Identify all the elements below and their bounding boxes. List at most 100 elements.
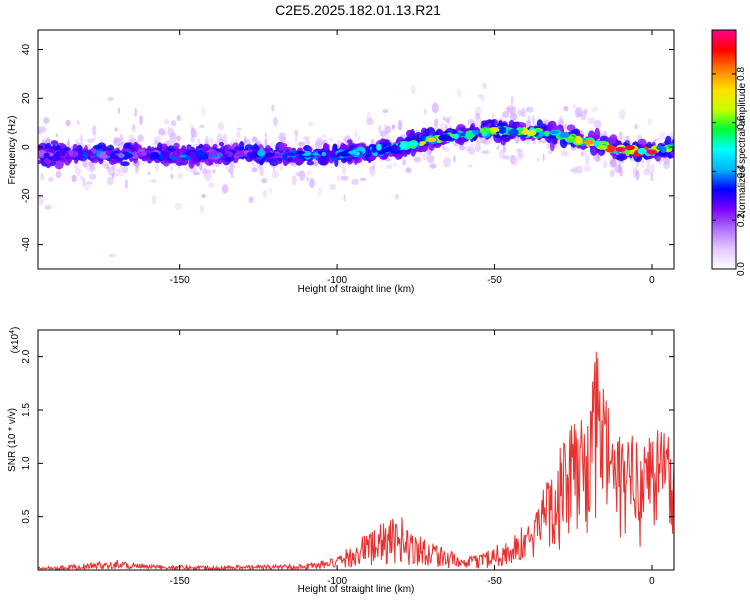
x-tick-label: -100 [327,275,347,286]
spectral-noise-blob [474,143,482,153]
spectral-ridge-blob [159,154,165,160]
spectral-noise-blob [223,134,228,143]
spectral-band-blob [212,143,218,150]
spectral-noise-blob [127,134,135,139]
spectral-noise-blob [402,159,407,166]
spectral-noise-blob [269,188,272,194]
spectral-noise-blob [86,138,95,144]
spectral-band-blob [615,154,621,161]
spectral-noise-blob [55,170,62,179]
spectral-ridge-blob [391,144,398,152]
colorbar-label: Normalized spectral amplitude [737,82,748,217]
spectral-noise-blob [669,131,674,137]
spectral-noise-blob [410,84,416,95]
spectral-noise-blob [329,183,337,191]
spectral-ridge-blob [538,130,545,137]
spectral-ridge-blob [575,136,583,144]
spectral-noise-blob [199,205,204,214]
spectral-noise-blob [532,114,535,125]
spectral-noise-blob [405,167,412,174]
spectral-ridge-blob [149,151,160,160]
spectral-noise-blob [477,140,481,144]
spectral-noise-blob [546,143,549,149]
spectral-noise-blob [469,143,476,149]
spectral-noise-blob [509,113,518,121]
spectral-noise-blob [537,157,540,162]
spectral-noise-blob [89,163,96,173]
spectral-noise-blob [227,167,234,174]
spectral-ridge-blob [234,151,246,158]
spectral-noise-blob [576,113,583,118]
x-tick-label: -50 [487,275,502,286]
spectral-noise-blob [65,119,71,127]
spectral-noise-blob [422,151,428,161]
spectral-noise-blob [423,108,427,115]
spectral-noise-blob [635,161,639,168]
spectral-noise-blob [510,96,514,106]
spectral-noise-blob [75,167,81,177]
spectral-noise-blob [225,164,228,170]
spectral-ridge-blob [479,128,485,134]
spectral-noise-blob [131,125,137,133]
spectral-noise-blob [212,169,216,175]
spectral-band-blob [218,142,225,147]
spectral-noise-blob [294,129,299,137]
spectral-noise-blob [291,175,297,186]
spectral-noise-blob [619,169,624,177]
spectral-noise-blob [459,144,466,151]
spectral-band-blob [319,156,329,166]
spectral-ridge-blob [508,128,519,137]
spectral-noise-blob [585,154,590,166]
spectral-noise-blob [113,137,120,144]
spectral-noise-blob [137,134,144,143]
spectral-noise-blob [343,193,346,202]
spectral-noise-blob [117,107,120,115]
spectral-ridge-blob [444,135,453,142]
snr-y-ticks: 0.5 1.0 1.5 2.0 [21,349,674,524]
spectral-noise-blob [392,124,396,129]
spectral-noise-blob [468,147,476,155]
spectral-noise-blob [193,171,200,176]
spectral-noise-blob [514,137,521,143]
spectral-noise-blob [643,168,651,176]
spectral-noise-blob [269,142,276,147]
snr-x-axis-label: Height of straight line (km) [298,584,415,595]
spectral-peak [583,139,594,145]
spectral-noise-blob [519,150,523,162]
spectral-ridge-blob [58,150,66,157]
spectral-noise-blob [561,151,568,156]
spectral-noise-blob [261,177,268,184]
spectral-noise-blob [468,164,473,168]
spectral-ridge-blob [264,152,276,158]
x-tick-label: -100 [327,576,347,587]
spectral-noise-blob [151,194,157,205]
spectral-noise-blob [170,173,174,179]
spectral-peak [426,137,437,143]
y-tick-label: 0.5 [21,509,32,523]
spectral-noise-blob [482,82,487,90]
spectral-band-blob [552,137,557,145]
spectral-noise-blob [88,173,97,181]
spectral-noise-blob [67,138,70,149]
y-tick-label: 1.0 [21,456,32,470]
spectral-noise-blob [44,204,52,210]
colorbar-tick-label: 0.4 [736,164,747,178]
spectral-noise-blob [71,174,77,183]
spectrogram-y-axis-label: Frequency (Hz) [7,116,18,185]
spectral-noise-blob [134,107,138,118]
colorbar-tick-label: 0.8 [736,67,747,81]
spectral-ridge-blob [376,143,382,151]
spectral-noise-blob [521,108,526,118]
spectral-noise-blob [236,131,241,138]
spectral-ridge-blob [68,149,73,156]
x-tick-label: 0 [649,275,655,286]
snr-multiplier: (x104) [9,327,21,354]
spectral-noise-blob [306,176,309,182]
spectral-noise-blob [635,169,640,181]
spectral-noise-blob [199,124,205,128]
spectral-noise-blob [510,105,517,116]
spectral-noise-blob [114,127,119,132]
snr-series [38,351,674,570]
spectral-noise-blob [456,89,462,98]
